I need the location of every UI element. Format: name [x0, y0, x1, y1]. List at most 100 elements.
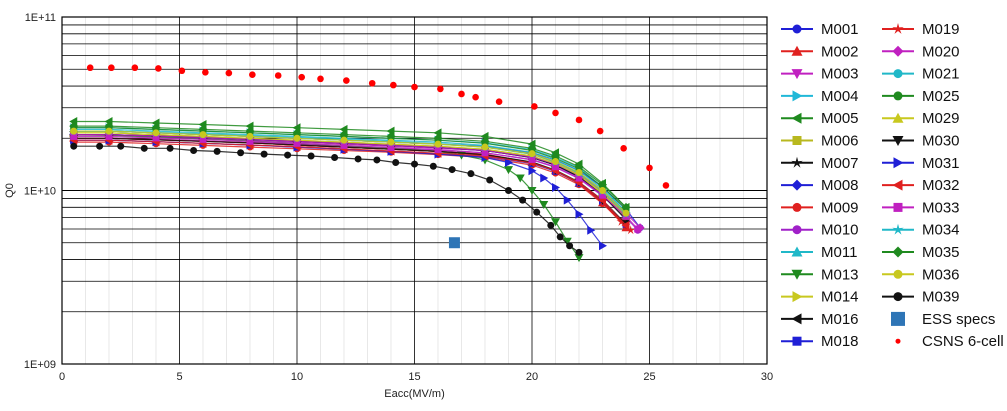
data-point-m013	[551, 218, 560, 227]
series-ess-specs	[448, 237, 460, 249]
legend-label: M010	[821, 222, 859, 239]
data-point-m039	[533, 208, 541, 216]
legend-label: M013	[821, 266, 859, 283]
data-point-csns-6-cell	[495, 98, 503, 105]
legend-marker	[893, 202, 903, 212]
legend-item-csns-6-cell: CSNS 6-cell	[895, 333, 1004, 350]
legend-item-m009: M009	[781, 199, 859, 216]
data-point-m035	[245, 126, 255, 136]
data-point-m033	[528, 155, 536, 163]
data-point-m039	[448, 166, 456, 174]
data-point-m036	[293, 134, 301, 142]
legend-label: M025	[922, 88, 960, 105]
legend-label: M036	[922, 266, 960, 283]
data-point-m033	[634, 225, 642, 233]
legend-marker	[792, 225, 802, 235]
legend-label: M001	[821, 21, 859, 38]
data-point-m032	[621, 220, 630, 230]
data-point-m013	[539, 201, 549, 210]
legend-marker	[791, 156, 803, 168]
legend-item-m036: M036	[882, 266, 960, 283]
data-point-m013	[504, 166, 513, 175]
data-point-m019	[625, 225, 636, 235]
y-tick-label: 1E+09	[24, 359, 56, 371]
x-axis-label: Eacc(MV/m)	[384, 388, 445, 400]
data-point-csns-6-cell	[662, 182, 670, 189]
legend-label: M008	[821, 177, 859, 194]
legend-marker	[791, 112, 802, 124]
data-point-m036	[152, 129, 160, 137]
legend-marker	[791, 246, 803, 257]
data-point-m039	[566, 242, 574, 250]
legend-item-m039: M039	[882, 289, 960, 306]
data-point-m039	[166, 144, 174, 152]
data-point-m036	[575, 168, 583, 176]
legend-marker	[892, 136, 904, 146]
legend-marker	[891, 311, 905, 326]
data-point-m035	[621, 202, 631, 212]
data-point-m039	[429, 162, 437, 170]
series-line-m033	[73, 135, 639, 230]
data-point-m039	[467, 170, 475, 178]
data-point-csns-6-cell	[620, 145, 627, 152]
data-point-m039	[237, 149, 245, 157]
data-point-m035	[151, 123, 161, 133]
data-point-m035	[339, 130, 349, 140]
legend-label: M031	[922, 155, 960, 172]
legend-marker	[791, 269, 803, 280]
data-point-m039	[392, 159, 400, 167]
data-point-csns-6-cell	[249, 71, 256, 78]
data-point-csns-6-cell	[343, 77, 350, 84]
x-tick-label: 25	[643, 371, 655, 383]
legend-marker	[892, 223, 904, 235]
data-point-m039	[373, 156, 381, 164]
data-point-csns-6-cell	[472, 93, 479, 101]
data-point-m033	[552, 163, 559, 171]
data-point-csns-6-cell	[202, 69, 209, 76]
data-point-m035	[198, 124, 208, 134]
data-point-m036	[481, 143, 489, 151]
data-point-m033	[434, 146, 442, 154]
series-m033	[70, 132, 642, 233]
data-point-ess-specs	[448, 237, 460, 249]
legend-label: M032	[922, 177, 960, 194]
data-point-csns-6-cell	[390, 81, 397, 89]
data-point-m039	[70, 142, 78, 150]
legend-item-m018: M018	[781, 333, 859, 350]
legend-label: M002	[821, 43, 859, 60]
data-point-m033	[575, 174, 583, 182]
legend-item-m003: M003	[781, 66, 859, 83]
legend-item-m035: M035	[882, 244, 960, 261]
data-point-csns-6-cell	[646, 164, 653, 172]
data-point-m035	[527, 143, 537, 153]
legend-item-ess-specs: ESS specs	[891, 311, 995, 328]
data-point-m035	[433, 133, 443, 143]
legend-item-m002: M002	[781, 43, 859, 60]
data-point-m033	[481, 149, 489, 157]
data-point-m039	[519, 196, 527, 204]
legend-marker	[892, 45, 904, 57]
data-point-m036	[552, 157, 559, 165]
data-point-m039	[284, 151, 292, 159]
legend-label: M003	[821, 66, 859, 83]
data-point-csns-6-cell	[596, 127, 604, 135]
data-point-m039	[117, 142, 125, 150]
data-point-csns-6-cell	[317, 75, 324, 83]
data-point-m031	[599, 241, 607, 251]
data-point-m036	[246, 132, 254, 140]
legend-marker	[792, 202, 802, 212]
legend-item-m005: M005	[781, 110, 859, 127]
legend-marker	[892, 112, 904, 123]
data-point-m035	[386, 131, 396, 141]
legend-marker	[792, 24, 802, 34]
legend-marker	[791, 69, 803, 80]
series-m039	[70, 142, 583, 256]
x-tick-label: 0	[59, 371, 65, 383]
legend-marker	[792, 136, 802, 145]
data-point-m039	[307, 152, 315, 160]
x-tick-label: 30	[761, 371, 773, 383]
legend-marker	[791, 179, 803, 191]
data-point-m033	[340, 141, 348, 149]
data-point-m039	[575, 248, 583, 256]
